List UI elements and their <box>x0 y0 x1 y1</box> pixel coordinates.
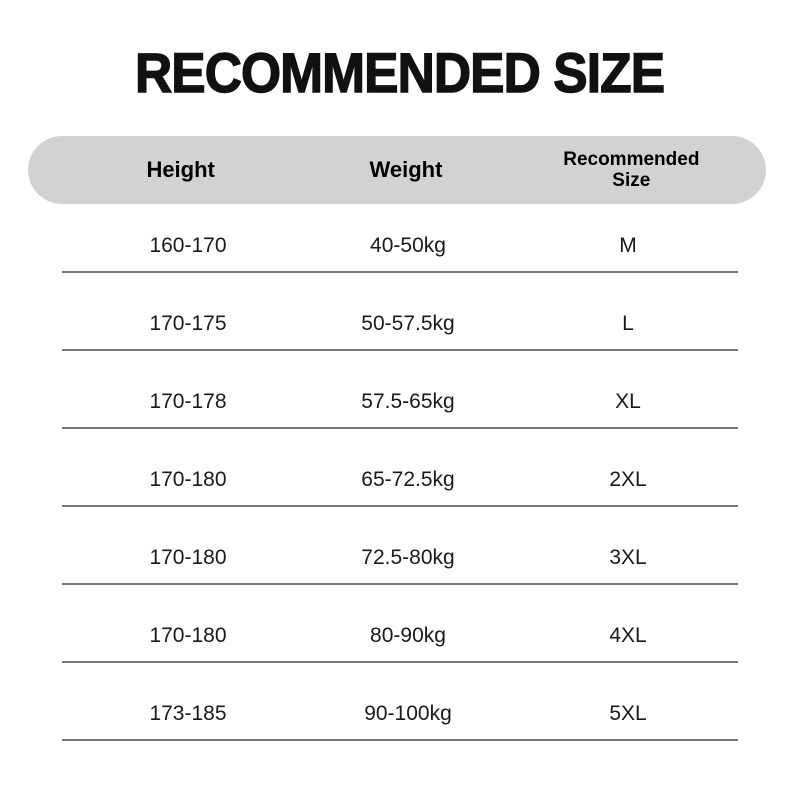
size-cell: M <box>619 234 637 257</box>
height-cell: 170-180 <box>149 624 227 647</box>
height-cell: 170-178 <box>149 390 227 413</box>
page-title-text: RECOMMENDED SIZE <box>135 41 666 104</box>
table-row: 170-180 72.5-80kg 3XL <box>62 507 738 585</box>
table-row: 170-180 80-90kg 4XL <box>62 585 738 663</box>
height-cell: 170-180 <box>149 546 227 569</box>
size-cell: 4XL <box>609 624 647 647</box>
weight-cell: 90-100kg <box>364 702 452 725</box>
column-header-height: Height <box>146 157 215 182</box>
weight-cell: 50-57.5kg <box>361 312 455 335</box>
weight-cell: 65-72.5kg <box>361 468 455 491</box>
table-row: 170-178 57.5-65kg XL <box>62 351 738 429</box>
weight-cell: 80-90kg <box>370 624 446 647</box>
weight-cell: 72.5-80kg <box>361 546 455 569</box>
weight-cell: 40-50kg <box>370 234 446 257</box>
column-header-weight: Weight <box>369 157 443 182</box>
height-cell: 170-180 <box>149 468 227 491</box>
size-cell: XL <box>615 390 641 413</box>
size-cell: 2XL <box>609 468 647 491</box>
height-cell: 160-170 <box>149 234 227 257</box>
table-row: 173-185 90-100kg 5XL <box>62 663 738 741</box>
column-header-recommended-size: Recommended Size <box>563 149 700 191</box>
table-row: 170-175 50-57.5kg L <box>62 273 738 351</box>
table-body: 160-170 40-50kg M 170-175 50-57.5kg L 17… <box>62 204 738 741</box>
weight-cell: 57.5-65kg <box>361 390 455 413</box>
size-cell: L <box>622 312 634 335</box>
height-cell: 173-185 <box>149 702 227 725</box>
table-row: 160-170 40-50kg M <box>62 204 738 273</box>
page-title: RECOMMENDED SIZE <box>0 0 800 110</box>
size-cell: 5XL <box>609 702 647 725</box>
height-cell: 170-175 <box>149 312 227 335</box>
table-row: 170-180 65-72.5kg 2XL <box>62 429 738 507</box>
size-cell: 3XL <box>609 546 647 569</box>
table-header: Height Weight Recommended Size <box>28 136 766 204</box>
